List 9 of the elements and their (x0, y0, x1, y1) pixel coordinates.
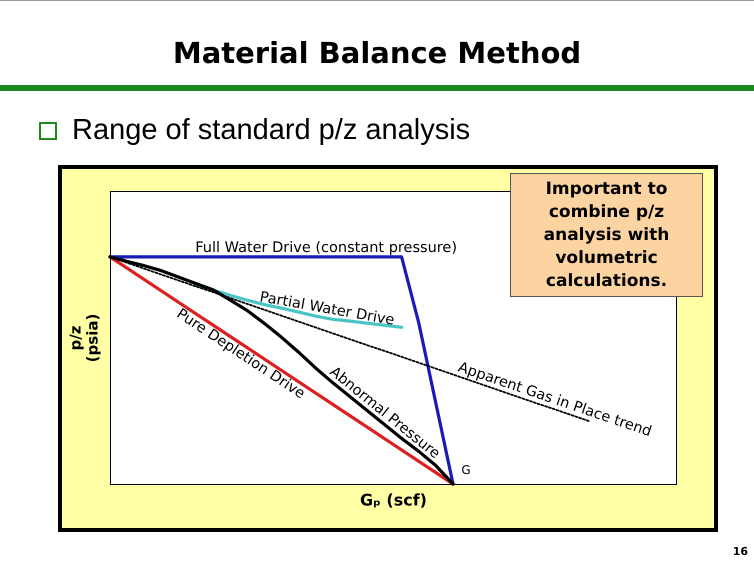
text: 16 (732, 545, 748, 558)
series-label: Full Water Drive (constant pressure) (195, 240, 457, 256)
chart-title: Material Balance Method (172, 36, 582, 70)
chart-subtitle: Range of standard p/z analysis (72, 114, 470, 147)
y-axis-title: p/z (psia) (66, 314, 102, 362)
annotation: G (461, 463, 471, 477)
annotation: Important to combine p/z analysis with volumetric calculations. (510, 173, 703, 297)
x-axis-title: Gₚ (scf) (360, 490, 427, 510)
text: Partial Water Drive (258, 289, 396, 329)
